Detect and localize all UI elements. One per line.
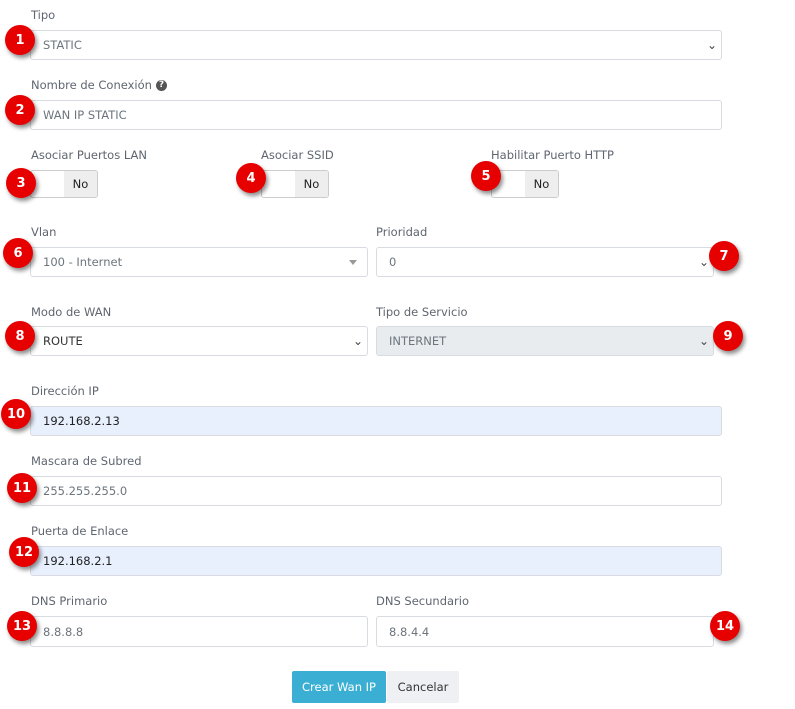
- step-badge: 7: [709, 241, 739, 271]
- prioridad-value: 0: [389, 255, 397, 269]
- puerta-input[interactable]: 192.168.2.1: [30, 546, 722, 576]
- ip-value: 192.168.2.13: [43, 414, 120, 428]
- modo-label: Modo de WAN: [31, 305, 112, 319]
- servicio-label: Tipo de Servicio: [376, 305, 468, 319]
- nombre-label-text: Nombre de Conexión: [31, 78, 152, 92]
- crear-wan-ip-button[interactable]: Crear Wan IP: [292, 671, 386, 703]
- caret-down-icon: [349, 260, 357, 265]
- servicio-value: INTERNET: [389, 334, 447, 348]
- prioridad-label: Prioridad: [376, 225, 428, 239]
- cancelar-button[interactable]: Cancelar: [387, 671, 459, 703]
- modo-value: ROUTE: [43, 334, 83, 348]
- step-badge: 9: [713, 321, 743, 351]
- step-badge: 12: [9, 537, 39, 567]
- puerta-value: 192.168.2.1: [43, 554, 113, 568]
- chevron-down-icon: ⌄: [698, 334, 709, 348]
- dns1-input[interactable]: 8.8.8.8: [30, 616, 368, 647]
- step-badge: 1: [5, 25, 35, 55]
- ip-label: Dirección IP: [31, 384, 99, 398]
- step-badge: 2: [5, 95, 35, 125]
- dns2-label: DNS Secundario: [376, 594, 469, 608]
- step-badge: 10: [1, 399, 31, 429]
- nombre-value: WAN IP STATIC: [43, 108, 127, 122]
- asociar-ssid-label: Asociar SSID: [261, 148, 334, 162]
- step-badge: 13: [7, 611, 37, 641]
- puerta-label: Puerta de Enlace: [31, 524, 129, 538]
- step-badge: 8: [5, 321, 35, 351]
- http-label: Habilitar Puerto HTTP: [491, 148, 614, 162]
- asociar-lan-label: Asociar Puertos LAN: [31, 148, 147, 162]
- step-badge: 3: [6, 168, 36, 198]
- http-toggle[interactable]: No: [491, 170, 559, 198]
- step-badge: 11: [7, 473, 37, 503]
- chevron-down-icon: ⌄: [698, 255, 709, 269]
- toggle-off-label: No: [295, 171, 328, 197]
- step-badge: 4: [236, 163, 266, 193]
- step-badge: 14: [710, 611, 740, 641]
- ip-input[interactable]: 192.168.2.13: [30, 406, 722, 436]
- dns2-value: 8.8.4.4: [389, 624, 430, 639]
- mascara-input[interactable]: 255.255.255.0: [30, 476, 722, 506]
- mascara-label: Mascara de Subred: [31, 454, 142, 468]
- question-circle-icon[interactable]: ?: [155, 80, 167, 91]
- nombre-input[interactable]: WAN IP STATIC: [30, 100, 722, 130]
- tipo-value: STATIC: [43, 38, 82, 52]
- servicio-select: INTERNET ⌄: [376, 326, 714, 356]
- nombre-label: Nombre de Conexión?: [31, 78, 167, 92]
- prioridad-select[interactable]: 0 ⌄: [376, 247, 714, 277]
- tipo-select[interactable]: STATIC ⌄: [30, 30, 722, 60]
- tipo-label: Tipo: [31, 8, 56, 22]
- vlan-label: Vlan: [31, 225, 57, 239]
- chevron-down-icon: ⌄: [706, 38, 717, 52]
- step-badge: 6: [3, 238, 33, 268]
- toggle-off-label: No: [64, 171, 97, 197]
- dns1-value: 8.8.8.8: [43, 624, 84, 639]
- mascara-value: 255.255.255.0: [43, 484, 128, 498]
- step-badge: 5: [471, 161, 501, 191]
- dns1-label: DNS Primario: [31, 594, 108, 608]
- toggle-off-label: No: [525, 171, 558, 197]
- asociar-lan-toggle[interactable]: No: [30, 170, 98, 198]
- vlan-value: 100 - Internet: [43, 255, 123, 269]
- vlan-select[interactable]: 100 - Internet: [30, 247, 368, 277]
- chevron-down-icon: ⌄: [352, 334, 363, 348]
- dns2-input[interactable]: 8.8.4.4: [376, 616, 714, 647]
- modo-select[interactable]: ROUTE ⌄: [30, 326, 368, 356]
- asociar-ssid-toggle[interactable]: No: [261, 170, 329, 198]
